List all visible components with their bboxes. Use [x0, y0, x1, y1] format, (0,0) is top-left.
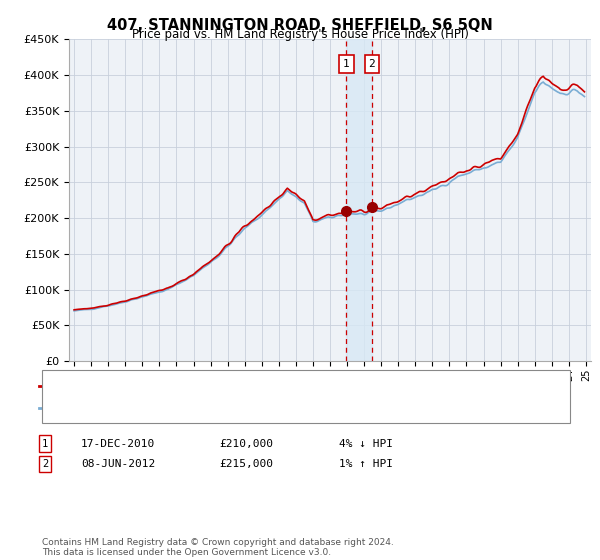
Text: 1: 1 — [343, 59, 350, 69]
Text: 4% ↓ HPI: 4% ↓ HPI — [339, 438, 393, 449]
Text: 08-JUN-2012: 08-JUN-2012 — [81, 459, 155, 469]
Text: 407, STANNINGTON ROAD, SHEFFIELD, S6 5QN: 407, STANNINGTON ROAD, SHEFFIELD, S6 5QN — [107, 18, 493, 33]
Text: HPI: Average price, detached house, Sheffield: HPI: Average price, detached house, Shef… — [69, 403, 308, 413]
Text: 407, STANNINGTON ROAD, SHEFFIELD, S6 5QN (detached house): 407, STANNINGTON ROAD, SHEFFIELD, S6 5QN… — [69, 381, 407, 390]
Text: 1% ↑ HPI: 1% ↑ HPI — [339, 459, 393, 469]
Text: Contains HM Land Registry data © Crown copyright and database right 2024.
This d: Contains HM Land Registry data © Crown c… — [42, 538, 394, 557]
Text: 2: 2 — [42, 459, 48, 469]
Text: 2: 2 — [368, 59, 376, 69]
Text: 17-DEC-2010: 17-DEC-2010 — [81, 438, 155, 449]
Text: £210,000: £210,000 — [219, 438, 273, 449]
Text: Price paid vs. HM Land Registry's House Price Index (HPI): Price paid vs. HM Land Registry's House … — [131, 28, 469, 41]
Bar — [346, 39, 372, 361]
Text: 1: 1 — [42, 438, 48, 449]
Text: £215,000: £215,000 — [219, 459, 273, 469]
